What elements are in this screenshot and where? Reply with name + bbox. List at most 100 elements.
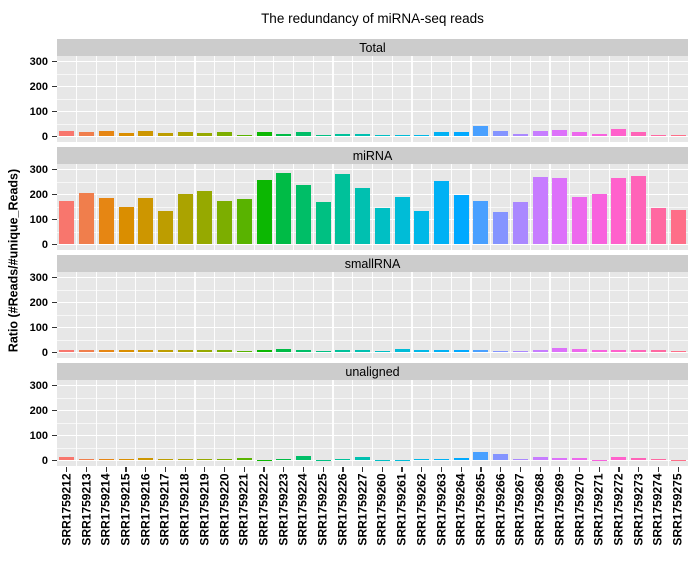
bar-Total-SRR1759260 xyxy=(374,135,390,137)
bar-smallRNA-SRR1759266 xyxy=(493,350,509,353)
bar-miRNA-SRR1759269 xyxy=(552,177,568,245)
bar-unaligned-SRR1759266 xyxy=(493,454,509,461)
bar-miRNA-SRR1759220 xyxy=(217,200,233,245)
y-tick-mark xyxy=(52,169,57,171)
bar-smallRNA-SRR1759218 xyxy=(177,350,193,353)
x-tick-mark xyxy=(421,466,423,472)
bar-unaligned-SRR1759262 xyxy=(414,459,430,461)
bar-unaligned-SRR1759273 xyxy=(631,457,647,461)
y-tick-label: 100 xyxy=(29,213,48,226)
gridline-major xyxy=(57,243,688,246)
bar-Total-SRR1759227 xyxy=(355,134,371,137)
x-tick-label: SRR1759269 xyxy=(552,473,567,546)
x-tick-label: SRR1759212 xyxy=(59,473,74,546)
bar-Total-SRR1759219 xyxy=(197,132,213,137)
bar-unaligned-SRR1759265 xyxy=(473,452,489,461)
bar-miRNA-SRR1759275 xyxy=(670,209,686,245)
gridline-major xyxy=(57,194,688,196)
bar-miRNA-SRR1759268 xyxy=(532,177,548,245)
x-tick-label: SRR1759262 xyxy=(414,473,429,546)
bar-miRNA-SRR1759217 xyxy=(157,211,173,245)
bar-miRNA-SRR1759225 xyxy=(315,202,331,245)
bar-unaligned-SRR1759224 xyxy=(295,456,311,461)
x-tick-label: SRR1759218 xyxy=(177,473,192,546)
bar-Total-SRR1759221 xyxy=(236,134,252,137)
bar-smallRNA-SRR1759227 xyxy=(355,350,371,353)
bar-smallRNA-SRR1759273 xyxy=(631,350,647,353)
bar-Total-SRR1759275 xyxy=(670,135,686,137)
gridline-major xyxy=(57,61,688,63)
x-tick-label: SRR1759222 xyxy=(256,473,271,546)
bar-miRNA-SRR1759263 xyxy=(434,181,450,245)
bar-Total-SRR1759216 xyxy=(138,131,154,137)
bar-unaligned-SRR1759213 xyxy=(79,459,95,461)
bar-Total-SRR1759214 xyxy=(98,131,114,137)
x-tick-label: SRR1759221 xyxy=(236,473,251,546)
gridline-major xyxy=(57,410,688,412)
bar-smallRNA-SRR1759214 xyxy=(98,349,114,353)
bar-smallRNA-SRR1759267 xyxy=(512,350,528,353)
bar-miRNA-SRR1759274 xyxy=(650,208,666,245)
gridline-minor xyxy=(57,231,688,233)
gridline-major xyxy=(57,459,688,462)
bar-smallRNA-SRR1759226 xyxy=(335,350,351,353)
bar-unaligned-SRR1759267 xyxy=(512,458,528,461)
y-tick-label: 0 xyxy=(41,454,48,467)
bar-Total-SRR1759265 xyxy=(473,126,489,137)
x-tick-mark xyxy=(145,466,147,472)
gridline-minor xyxy=(57,447,688,449)
bar-miRNA-SRR1759216 xyxy=(138,198,154,245)
gridline-minor xyxy=(57,397,688,399)
y-tick-mark xyxy=(52,61,57,63)
gridline-major xyxy=(57,277,688,279)
x-tick-mark xyxy=(381,466,383,472)
x-tick-mark xyxy=(559,466,561,472)
bar-smallRNA-SRR1759264 xyxy=(453,350,469,353)
bar-unaligned-SRR1759226 xyxy=(335,459,351,461)
y-tick-label: 200 xyxy=(29,404,48,417)
x-tick-mark xyxy=(125,466,127,472)
bar-Total-SRR1759269 xyxy=(552,130,568,137)
x-tick-mark xyxy=(539,466,541,472)
y-tick-mark xyxy=(52,243,57,246)
bar-Total-SRR1759264 xyxy=(453,131,469,137)
x-tick-label: SRR1759216 xyxy=(138,473,153,546)
gridline-major xyxy=(57,351,688,354)
bar-unaligned-SRR1759223 xyxy=(276,458,292,461)
bar-Total-SRR1759268 xyxy=(532,130,548,137)
x-tick-mark xyxy=(184,466,186,472)
y-tick-mark xyxy=(52,135,57,138)
bar-miRNA-SRR1759219 xyxy=(197,191,213,245)
y-tick-mark xyxy=(52,219,57,221)
x-tick-label: SRR1759213 xyxy=(79,473,94,546)
bar-miRNA-SRR1759224 xyxy=(295,184,311,245)
x-tick-label: SRR1759260 xyxy=(374,473,389,546)
x-tick-label: SRR1759219 xyxy=(197,473,212,546)
bar-unaligned-SRR1759269 xyxy=(552,458,568,461)
bar-smallRNA-SRR1759220 xyxy=(217,350,233,353)
facet-strip-miRNA: miRNA xyxy=(57,147,688,164)
y-tick-mark xyxy=(52,302,57,304)
bar-smallRNA-SRR1759215 xyxy=(118,350,134,353)
bar-miRNA-SRR1759264 xyxy=(453,194,469,245)
x-tick-label: SRR1759225 xyxy=(315,473,330,546)
gridline-major xyxy=(57,326,688,329)
bar-smallRNA-SRR1759269 xyxy=(552,347,568,353)
y-tick-mark xyxy=(52,435,57,437)
bar-smallRNA-SRR1759261 xyxy=(394,348,410,353)
gridline-major xyxy=(57,385,688,387)
gridline-minor xyxy=(57,289,688,291)
x-tick-mark xyxy=(598,466,600,472)
gridline-minor xyxy=(57,181,688,183)
bar-smallRNA-SRR1759263 xyxy=(434,350,450,353)
x-tick-mark xyxy=(243,466,245,472)
bar-smallRNA-SRR1759268 xyxy=(532,349,548,353)
facet-strip-label: Total xyxy=(359,40,386,55)
x-tick-label: SRR1759271 xyxy=(591,473,606,546)
bar-unaligned-SRR1759215 xyxy=(118,458,134,461)
facet-strip-label: miRNA xyxy=(352,148,393,163)
gridline-major xyxy=(57,110,688,113)
bar-smallRNA-SRR1759213 xyxy=(79,350,95,353)
facet-plot-unaligned xyxy=(57,380,688,466)
